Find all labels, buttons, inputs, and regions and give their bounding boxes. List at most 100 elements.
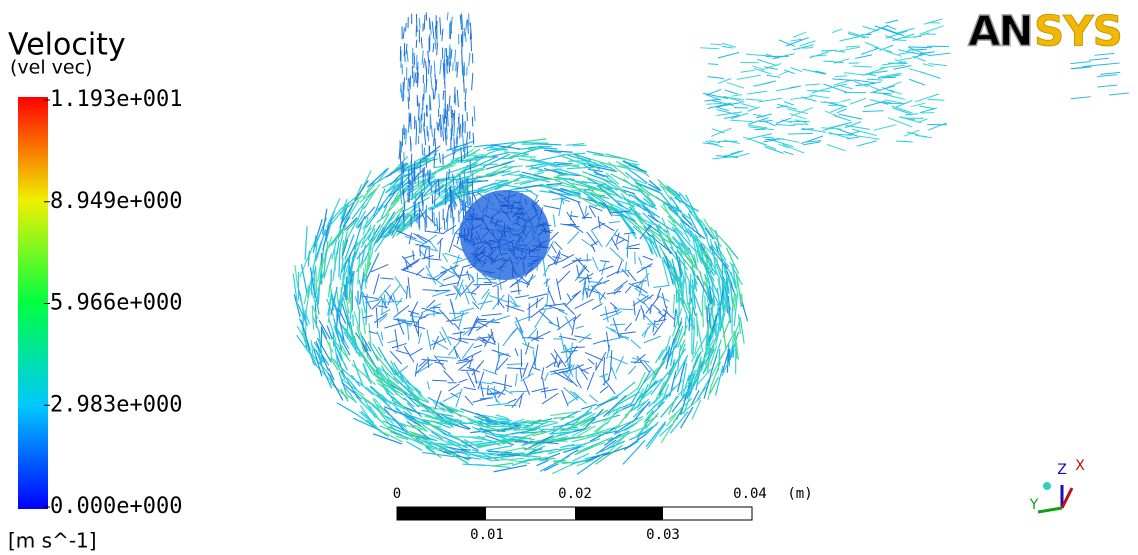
triad-label: X xyxy=(1075,458,1085,474)
vector-arrow xyxy=(1098,85,1118,87)
vector-arrow xyxy=(539,429,565,430)
vector-arrow xyxy=(449,169,450,179)
vector-arrow xyxy=(458,379,467,382)
vector-arrow xyxy=(365,299,384,303)
vector-arrow xyxy=(466,20,467,31)
vector-arrow xyxy=(402,258,420,270)
legend-tick-label: 2.983e+000 xyxy=(50,392,182,417)
vector-arrow xyxy=(433,89,434,100)
vector-arrow xyxy=(873,93,892,94)
vector-arrow xyxy=(404,77,405,90)
vector-arrow xyxy=(844,73,866,76)
vector-arrow xyxy=(444,218,445,230)
vector-arrow xyxy=(419,18,420,28)
vector-arrow xyxy=(706,89,721,95)
vector-arrow xyxy=(405,236,424,243)
vector-arrow xyxy=(536,460,548,465)
logo-part: SYS xyxy=(1034,7,1122,56)
vector-arrow xyxy=(600,292,605,299)
vector-arrow xyxy=(624,179,634,186)
vector-arrow xyxy=(447,59,448,73)
vector-arrow xyxy=(366,205,384,228)
vector-arrow xyxy=(821,50,836,51)
vector-arrow xyxy=(404,128,405,139)
vector-arrow xyxy=(401,86,402,98)
vector-arrow xyxy=(431,182,432,193)
vector-arrow xyxy=(929,53,951,56)
vector-arrow xyxy=(922,112,934,113)
vector-arrow xyxy=(401,142,402,153)
vector-arrow xyxy=(846,46,860,47)
vector-arrow xyxy=(636,309,641,321)
vector-arrow xyxy=(474,106,475,121)
vector-arrow xyxy=(415,73,416,83)
scale-label: 0.01 xyxy=(470,527,504,543)
vector-arrow xyxy=(610,324,626,325)
vector-arrow xyxy=(462,343,473,358)
vector-arrow xyxy=(426,266,436,285)
vector-arrow xyxy=(444,371,454,382)
vector-arrow xyxy=(752,66,764,70)
vector-arrow xyxy=(722,321,726,349)
vector-arrow xyxy=(777,138,800,142)
vector-arrow xyxy=(928,123,946,130)
vector-arrow xyxy=(929,64,947,66)
vector-arrow xyxy=(433,43,434,52)
vector-arrow xyxy=(532,144,562,145)
vector-arrow xyxy=(578,278,591,279)
vector-arrow xyxy=(518,139,547,143)
vector-arrow xyxy=(592,304,602,310)
vector-arrow xyxy=(561,254,569,257)
vector-arrow xyxy=(544,464,558,471)
vector-arrow xyxy=(572,347,585,348)
vector-arrow xyxy=(450,299,454,313)
vector-arrow xyxy=(562,390,569,406)
vector-arrow xyxy=(444,253,462,259)
vector-arrow xyxy=(481,383,484,397)
vector-arrow xyxy=(656,350,664,363)
vector-arrow xyxy=(855,55,872,58)
scale-label: 0.04 xyxy=(733,486,767,502)
legend-tick-label: 8.949e+000 xyxy=(50,189,182,214)
vector-arrow xyxy=(457,62,458,78)
vector-arrow xyxy=(759,98,782,102)
vector-arrow xyxy=(928,100,944,101)
vector-arrow xyxy=(435,228,442,232)
vector-arrow xyxy=(553,214,555,227)
vector-arrow xyxy=(610,302,617,308)
scale-bar-segment xyxy=(575,507,663,520)
vector-arrow xyxy=(841,99,851,101)
vector-arrow xyxy=(568,397,578,403)
vector-arrow xyxy=(472,117,473,127)
vector-arrow xyxy=(702,301,703,327)
vector-arrow xyxy=(718,53,739,58)
vector-arrow xyxy=(920,72,940,79)
vector-arrow xyxy=(917,136,927,137)
vector-arrow xyxy=(358,416,385,436)
scale-bar-segment xyxy=(397,507,486,520)
vector-arrow xyxy=(407,324,408,340)
vector-arrow xyxy=(515,142,548,143)
vector-arrow xyxy=(523,363,528,378)
vector-arrow xyxy=(437,357,457,359)
vector-arrow xyxy=(451,17,452,33)
vector-arrow xyxy=(853,66,873,67)
vector-arrow xyxy=(644,336,661,343)
vector-arrow xyxy=(510,290,521,292)
vector-arrow xyxy=(850,98,866,104)
vector-arrow xyxy=(458,449,471,450)
vector-arrow xyxy=(632,281,646,285)
vector-arrow xyxy=(453,150,454,159)
vector-arrow xyxy=(554,162,568,163)
vector-arrow xyxy=(912,56,925,61)
vector-arrow xyxy=(867,79,883,80)
vector-arrow xyxy=(885,36,895,40)
vector-arrow xyxy=(585,352,603,360)
vector-arrow xyxy=(839,47,860,51)
vector-arrow xyxy=(409,78,410,87)
vector-arrow xyxy=(435,26,436,37)
vector-arrow xyxy=(541,389,558,392)
vector-arrow xyxy=(433,336,439,349)
vector-arrow xyxy=(692,400,701,419)
vector-arrow xyxy=(875,26,899,35)
